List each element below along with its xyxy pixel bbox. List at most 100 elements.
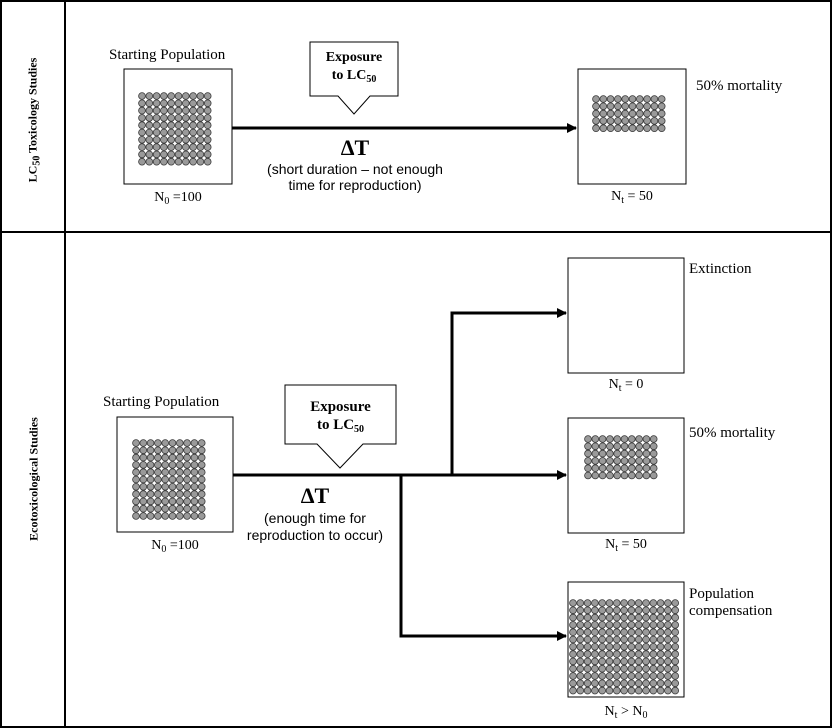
population-dot (612, 657, 621, 666)
population-dot (649, 457, 658, 465)
population-dot (671, 628, 679, 636)
population-dot (182, 92, 190, 100)
population-dot (190, 468, 199, 477)
population-dot (182, 143, 190, 151)
population-dot (599, 95, 608, 103)
population-dot (657, 102, 666, 111)
population-dot (197, 439, 206, 447)
population-dot (160, 143, 168, 151)
population-dot (671, 621, 679, 629)
population-dot (642, 606, 650, 615)
population-dot (649, 621, 658, 629)
population-dot (132, 446, 140, 455)
population-dot (620, 657, 628, 666)
population-dot (145, 114, 154, 122)
population-dot (606, 117, 615, 125)
population-dot (569, 628, 577, 636)
population-dot (635, 471, 643, 480)
population-dot (649, 686, 658, 695)
population-dot (576, 613, 585, 622)
population-dot (576, 606, 585, 615)
population-dot (196, 128, 205, 137)
population-dot (190, 461, 199, 469)
bottom-exposure-label: Exposure to LC50 (310, 399, 371, 435)
population-dot (197, 475, 206, 484)
population-dot (176, 497, 184, 506)
population-dot (576, 642, 585, 651)
population-dot (599, 102, 608, 111)
population-dot (145, 136, 154, 144)
population-dot (138, 157, 146, 166)
population-dot (649, 657, 658, 666)
bottom-branching-arrows (233, 308, 567, 641)
population-dot (583, 613, 592, 622)
population-dot (132, 512, 140, 520)
population-dot (606, 464, 614, 473)
population-dot (635, 435, 643, 443)
population-dot (168, 446, 177, 455)
population-dot (627, 606, 636, 615)
population-dot (634, 606, 643, 615)
population-dot (605, 664, 614, 673)
population-dot (605, 657, 614, 666)
population-dot (168, 482, 177, 491)
top-panel-side-label: LC50 Toxicology Studies (25, 57, 43, 183)
population-dot (183, 490, 191, 498)
population-dot (656, 657, 665, 666)
population-dot (649, 471, 658, 480)
population-dot (176, 475, 184, 484)
population-dot (642, 435, 651, 443)
population-dot (182, 136, 190, 144)
population-dot (154, 504, 162, 513)
population-dot (634, 672, 643, 680)
population-dot (612, 599, 621, 607)
population-dot (167, 99, 176, 108)
population-dot (627, 442, 636, 451)
population-dot (139, 439, 148, 447)
population-dot (628, 124, 637, 132)
population-dot (203, 106, 212, 115)
population-dot (146, 468, 155, 477)
population-dot (146, 461, 155, 469)
population-dot (620, 599, 628, 607)
population-dot (620, 628, 628, 636)
top-start-label: Starting Population (109, 47, 226, 63)
population-dot (138, 143, 146, 151)
population-dot (576, 635, 585, 644)
population-dot (161, 482, 170, 491)
population-dot (132, 453, 140, 462)
population-dot (576, 628, 585, 636)
population-dot (190, 512, 199, 520)
population-dot (197, 497, 206, 506)
population-dot (621, 124, 629, 132)
population-dot (614, 102, 622, 111)
population-dot (182, 114, 190, 122)
population-dot (591, 464, 600, 473)
population-dot (628, 117, 637, 125)
population-dot (598, 442, 607, 451)
population-dot (620, 457, 629, 465)
population-dot (190, 475, 199, 484)
population-dot (664, 599, 672, 607)
population-dot (583, 621, 592, 629)
population-dot (671, 686, 679, 695)
population-dot (656, 613, 665, 622)
population-dot (183, 461, 191, 469)
population-dot (569, 679, 577, 688)
population-dot (657, 124, 666, 132)
population-dot (635, 117, 644, 125)
population-dot (189, 106, 197, 115)
population-dot (196, 92, 205, 100)
compensation-population-dots (569, 599, 679, 695)
population-dot (182, 150, 190, 159)
population-dot (176, 439, 184, 447)
population-dot (656, 635, 665, 644)
population-dot (671, 642, 679, 651)
population-dot (154, 453, 162, 462)
population-dot (599, 117, 608, 125)
population-dot (671, 679, 679, 688)
population-dot (671, 650, 679, 658)
population-dot (613, 435, 621, 443)
population-dot (657, 95, 666, 103)
population-dot (627, 599, 636, 607)
